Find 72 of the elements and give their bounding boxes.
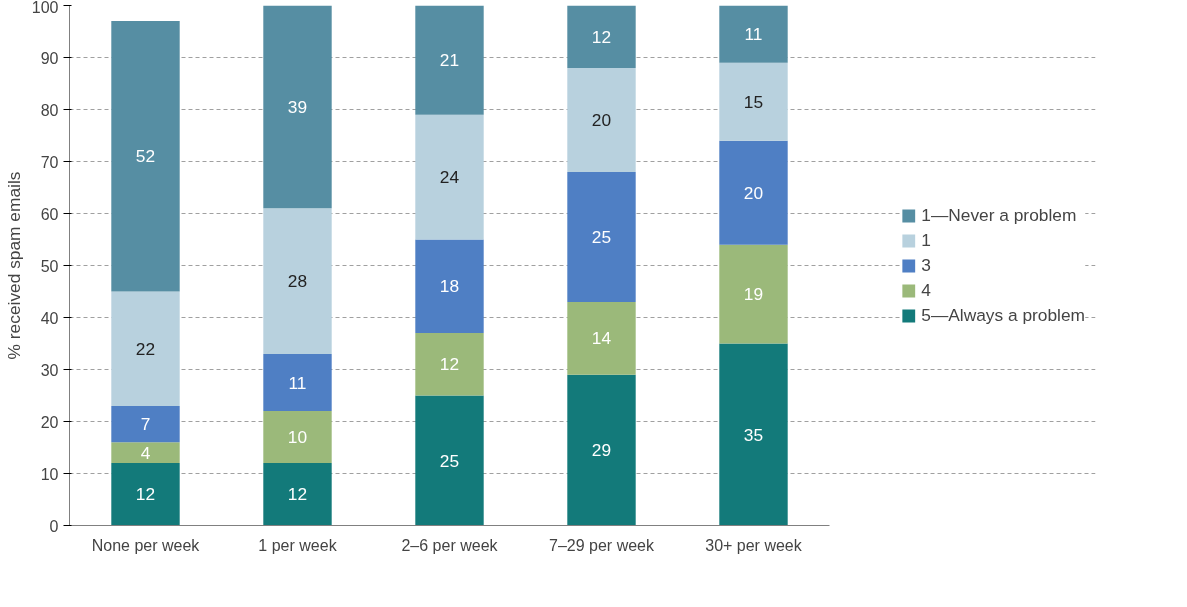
x-tick-label: 1 per week bbox=[258, 536, 338, 554]
data-label: 20 bbox=[591, 109, 612, 130]
bar bbox=[719, 343, 788, 526]
bar bbox=[719, 62, 788, 141]
bar bbox=[719, 244, 788, 344]
bar bbox=[111, 291, 180, 406]
bar bbox=[111, 442, 180, 464]
bar bbox=[415, 114, 484, 240]
bar bbox=[719, 140, 788, 245]
x-tick-label: 7–29 per week bbox=[549, 536, 655, 554]
data-label: 52 bbox=[135, 146, 156, 167]
data-label: 21 bbox=[439, 50, 460, 71]
y-tick-label: 30 bbox=[40, 361, 59, 379]
y-tick-label: 100 bbox=[31, 0, 59, 16]
data-label: 12 bbox=[135, 484, 156, 505]
legend-label: 1 bbox=[921, 229, 932, 251]
bar bbox=[263, 5, 332, 209]
bar bbox=[567, 374, 636, 526]
y-tick-label: 40 bbox=[40, 309, 59, 327]
bar bbox=[415, 5, 484, 115]
bar bbox=[567, 5, 636, 68]
legend-label: 4 bbox=[921, 279, 932, 301]
y-tick-label: 10 bbox=[40, 465, 59, 483]
data-label: 28 bbox=[287, 271, 308, 292]
bar bbox=[263, 353, 332, 412]
y-tick-label: 20 bbox=[40, 413, 59, 431]
y-tick-label: 0 bbox=[49, 517, 59, 535]
y-tick-label: 80 bbox=[40, 101, 59, 119]
bar bbox=[263, 463, 332, 526]
data-label: 22 bbox=[135, 338, 156, 359]
legend-label: 5—Always a problem bbox=[921, 304, 1085, 326]
data-label: 15 bbox=[743, 91, 764, 112]
data-label: 14 bbox=[591, 328, 612, 349]
bar bbox=[567, 301, 636, 375]
bar bbox=[415, 395, 484, 526]
x-tick-label: 2–6 per week bbox=[401, 536, 499, 554]
data-label: 35 bbox=[743, 424, 764, 445]
data-label: 10 bbox=[287, 427, 308, 448]
bar bbox=[415, 239, 484, 334]
legend-label: 3 bbox=[921, 254, 932, 276]
bar bbox=[567, 67, 636, 172]
data-label: 7 bbox=[140, 414, 151, 435]
data-label: 4 bbox=[140, 442, 151, 463]
legend-label: 1—Never a problem bbox=[921, 204, 1077, 226]
data-label: 24 bbox=[439, 167, 460, 188]
bar bbox=[567, 171, 636, 302]
y-axis-title: % received spam emails bbox=[3, 171, 24, 360]
bar bbox=[263, 411, 332, 464]
bar bbox=[111, 21, 180, 292]
data-label: 12 bbox=[439, 354, 460, 375]
bar bbox=[111, 463, 180, 526]
data-label: 39 bbox=[287, 96, 308, 117]
data-label: 19 bbox=[743, 284, 764, 305]
x-tick-label: 30+ per week bbox=[705, 536, 803, 554]
bar bbox=[415, 333, 484, 396]
y-tick-label: 90 bbox=[40, 49, 59, 67]
y-tick-label: 50 bbox=[40, 257, 59, 275]
data-label: 18 bbox=[439, 276, 460, 297]
bar bbox=[111, 405, 180, 443]
bar bbox=[263, 208, 332, 354]
data-label: 11 bbox=[288, 372, 307, 393]
bar bbox=[719, 5, 788, 63]
x-tick-label: None per week bbox=[91, 536, 201, 554]
data-label: 11 bbox=[744, 24, 763, 45]
data-label: 12 bbox=[287, 484, 308, 505]
data-label: 25 bbox=[439, 450, 460, 471]
data-label: 20 bbox=[743, 182, 764, 203]
data-label: 25 bbox=[591, 226, 612, 247]
data-label: 12 bbox=[591, 26, 612, 47]
y-tick-label: 60 bbox=[40, 205, 59, 223]
data-label: 29 bbox=[591, 440, 612, 461]
y-tick-label: 70 bbox=[40, 153, 59, 171]
